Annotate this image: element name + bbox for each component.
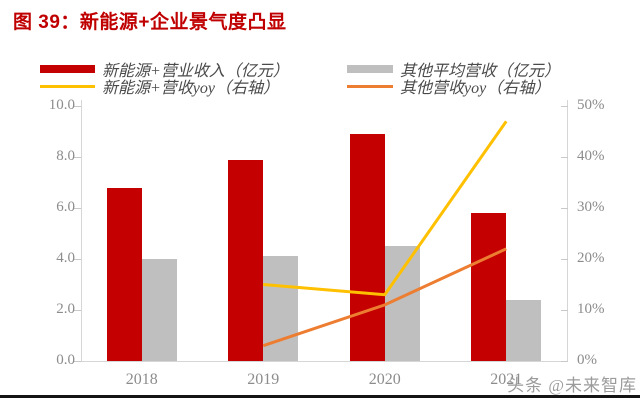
legend-label: 其他平均营收（亿元） [400, 63, 561, 80]
yellow-line-swatch-icon [40, 84, 95, 88]
right-axis-tick [561, 361, 568, 362]
x-axis-label-2018: 2018 [125, 371, 158, 388]
legend-item-other-yoy: 其他营收yoy（右轴） [347, 74, 550, 98]
x-axis-label-2020: 2020 [368, 371, 401, 388]
bar-other-2021 [506, 299, 542, 361]
left-axis-tick-label: 0.0 [56, 352, 75, 368]
right-axis-tick [561, 106, 568, 107]
left-axis-tick [74, 157, 81, 158]
x-axis-label-2021: 2021 [490, 371, 523, 388]
watermark: 头条 @未来智库 [507, 376, 637, 395]
left-axis-tick [74, 310, 81, 311]
legend-label: 新能源+营业收入（亿元） [102, 63, 289, 80]
left-axis-tick [74, 361, 81, 362]
legend-item-other-avg-revenue: 其他平均营收（亿元） [347, 57, 560, 81]
left-axis-tick [74, 208, 81, 209]
right-axis-tick [561, 157, 568, 158]
bar-other-2019 [263, 256, 299, 361]
bar-new-energy-2019 [228, 159, 264, 361]
left-axis-tick-label: 4.0 [56, 250, 75, 266]
legend-label: 新能源+营收yoy（右轴） [102, 80, 280, 97]
red-bar-swatch-icon [40, 65, 95, 73]
right-axis-tick-label: 40% [577, 148, 605, 164]
legend-item-new-energy-yoy: 新能源+营收yoy（右轴） [40, 74, 279, 98]
legend-item-new-energy-revenue: 新能源+营业收入（亿元） [40, 57, 289, 81]
right-axis-tick-label: 10% [577, 301, 605, 317]
left-axis-line [81, 100, 82, 362]
bar-new-energy-2018 [106, 187, 142, 361]
left-axis-tick-label: 10.0 [48, 97, 75, 113]
left-axis-tick-label: 2.0 [56, 301, 75, 317]
bar-new-energy-2020 [349, 134, 385, 361]
right-axis-tick-label: 50% [577, 97, 605, 113]
legend-label: 其他营收yoy（右轴） [400, 80, 551, 97]
x-axis-line [81, 361, 568, 362]
bar-other-2018 [141, 259, 177, 361]
right-axis-tick-label: 20% [577, 250, 605, 266]
gray-bar-swatch-icon [347, 65, 393, 73]
right-axis-tick [561, 310, 568, 311]
bar-new-energy-2021 [471, 213, 507, 361]
right-axis-tick-label: 30% [577, 199, 605, 215]
left-axis-tick-label: 8.0 [56, 148, 75, 164]
bottom-divider [0, 395, 640, 398]
right-axis-tick [561, 259, 568, 260]
bar-other-2020 [384, 246, 420, 361]
right-axis-line [567, 100, 568, 362]
left-axis-tick [74, 106, 81, 107]
left-axis-tick-label: 6.0 [56, 199, 75, 215]
right-axis-tick-label: 0% [577, 352, 597, 368]
left-axis-tick [74, 259, 81, 260]
x-axis-label-2019: 2019 [247, 371, 280, 388]
page-title: 图 39：新能源+企业景气度凸显 [13, 12, 287, 33]
right-axis-tick [561, 208, 568, 209]
orange-line-swatch-icon [347, 84, 393, 88]
